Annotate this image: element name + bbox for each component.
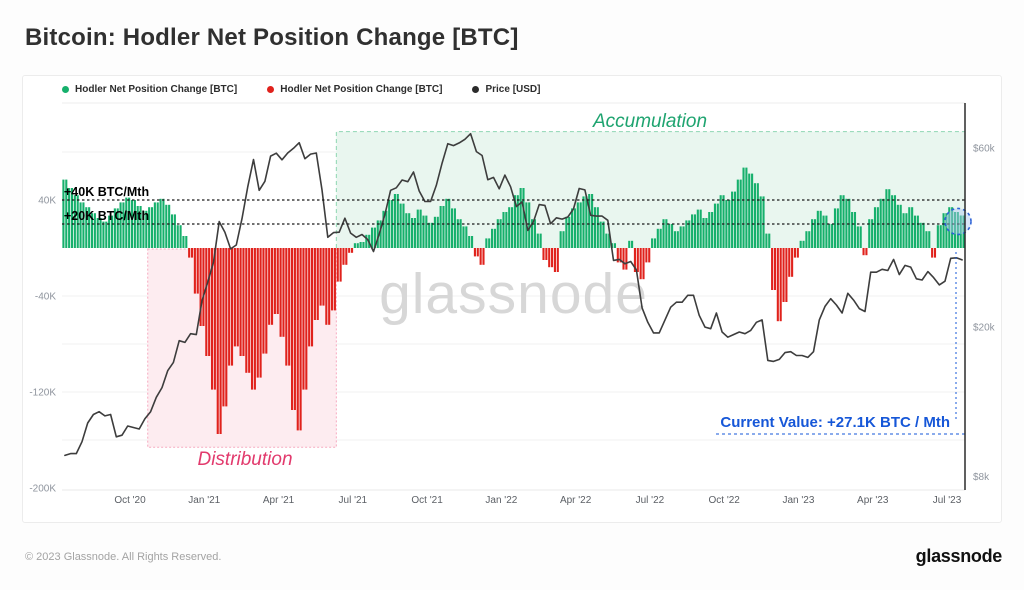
right-axis-labels: $60k $20k $8k	[973, 144, 996, 483]
distribution-label: Distribution	[197, 449, 292, 470]
threshold-lines: +40K BTC/Mth +20K BTC/Mth	[62, 185, 965, 225]
accumulation-region	[335, 131, 965, 248]
legend-label: Hodler Net Position Change [BTC]	[280, 84, 443, 95]
svg-text:+20K BTC/Mth: +20K BTC/Mth	[64, 209, 149, 223]
black-dot-icon	[472, 86, 480, 93]
svg-text:Jan '21: Jan '21	[188, 495, 220, 506]
hodler-net-position-bars	[62, 167, 965, 434]
legend-item-hodler-positive[interactable]: Hodler Net Position Change [BTC]	[62, 84, 237, 95]
svg-text:40K: 40K	[38, 196, 56, 207]
glassnode-watermark: glassnode	[379, 262, 648, 326]
green-dot-icon	[62, 86, 69, 93]
svg-text:Oct '20: Oct '20	[114, 495, 146, 506]
svg-text:-40K: -40K	[35, 292, 56, 303]
svg-text:-200K: -200K	[29, 484, 56, 495]
svg-text:Apr '23: Apr '23	[857, 495, 889, 506]
svg-text:-120K: -120K	[29, 388, 56, 399]
plot-frame	[62, 102, 966, 491]
svg-text:$8k: $8k	[973, 472, 990, 483]
chart-legend: Hodler Net Position Change [BTC] Hodler …	[62, 84, 540, 95]
legend-item-hodler-negative[interactable]: Hodler Net Position Change [BTC]	[267, 84, 442, 95]
svg-text:Apr '22: Apr '22	[560, 495, 592, 506]
footer-copyright: © 2023 Glassnode. All Rights Reserved.	[25, 551, 222, 563]
svg-text:$20k: $20k	[973, 323, 996, 334]
legend-label: Price [USD]	[485, 84, 541, 95]
glassnode-logo: glassnode	[915, 546, 1003, 566]
svg-text:Oct '22: Oct '22	[708, 495, 740, 506]
svg-text:Oct '21: Oct '21	[411, 495, 443, 506]
svg-text:+40K BTC/Mth: +40K BTC/Mth	[64, 185, 149, 199]
legend-label: Hodler Net Position Change [BTC]	[75, 84, 238, 95]
left-axis-labels: 40K -40K -120K -200K	[29, 196, 56, 495]
x-axis-labels: Oct '20 Jan '21 Apr '21 Jul '21 Oct '21 Jan '…	[114, 495, 961, 506]
page-title: Bitcoin: Hodler Net Position Change [BTC…	[25, 24, 519, 51]
legend-item-price[interactable]: Price [USD]	[472, 84, 540, 95]
red-dot-icon	[267, 86, 275, 93]
svg-text:Jan '23: Jan '23	[782, 495, 814, 506]
distribution-region	[147, 248, 337, 448]
svg-text:Jul '22: Jul '22	[636, 495, 665, 506]
svg-text:Apr '21: Apr '21	[263, 495, 295, 506]
svg-text:Current Value: +27.1K BTC / Mt: Current Value: +27.1K BTC / Mth	[720, 414, 950, 431]
svg-text:Jul '23: Jul '23	[933, 495, 962, 506]
svg-text:Jan '22: Jan '22	[485, 495, 517, 506]
price-line	[64, 132, 963, 457]
svg-text:Jul '21: Jul '21	[339, 495, 368, 506]
accumulation-label: Accumulation	[592, 111, 707, 132]
svg-text:$60k: $60k	[973, 144, 996, 155]
